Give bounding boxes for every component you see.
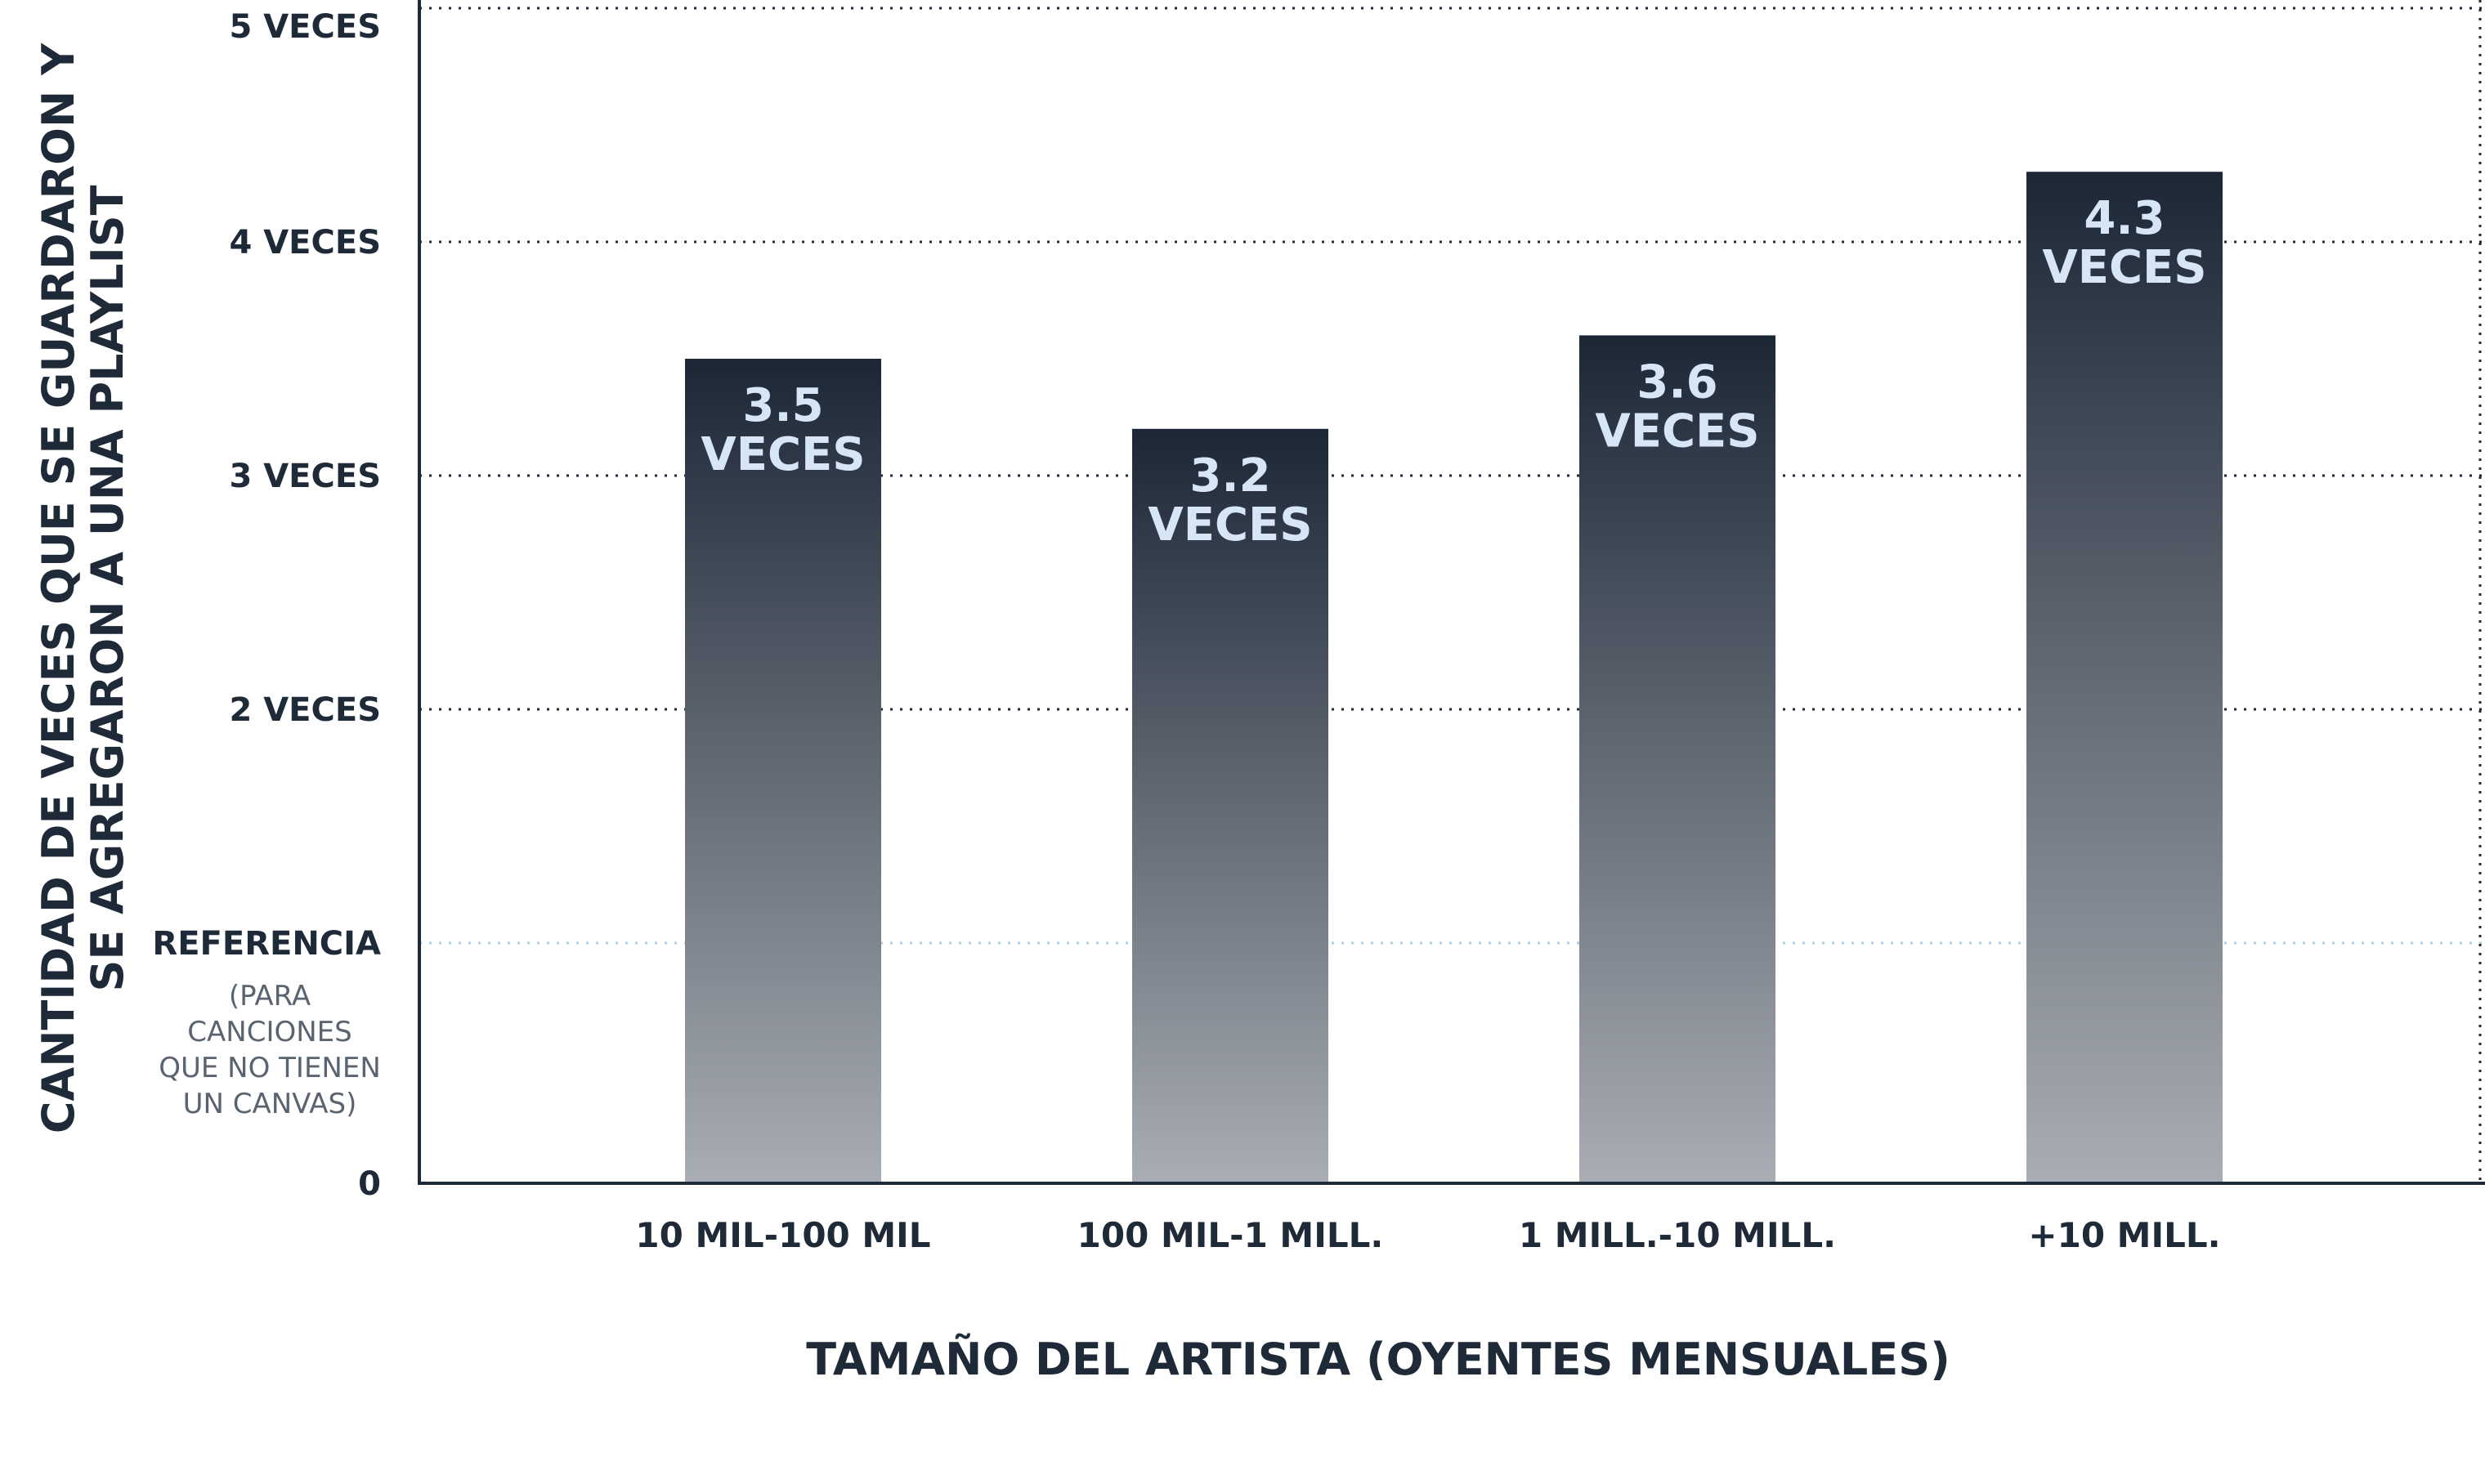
bar-value-label: 4.3: [2084, 192, 2165, 245]
y-axis-title-line-2: SE AGREGARON A UNA PLAYLIST: [82, 185, 133, 991]
bar-value-label: 3.5: [742, 379, 823, 432]
bar-value-label: VECES: [701, 428, 865, 481]
bar-value-label: VECES: [1595, 405, 1759, 458]
reference-note-line: QUE NO TIENEN: [159, 1052, 381, 1084]
y-axis-title: CANTIDAD DE VECES QUE SE GUARDARON Y SE …: [33, 42, 133, 1133]
x-category-label: 10 MIL-100 MIL: [635, 1215, 930, 1255]
y-axis-title-line-1: CANTIDAD DE VECES QUE SE GUARDARON Y: [33, 42, 84, 1133]
bars: [685, 172, 2223, 1184]
bar-value-label: VECES: [1148, 498, 1312, 552]
y-tick-label: 5 VECES: [229, 8, 381, 46]
bar-value-label: 3.2: [1189, 449, 1270, 503]
axes: [418, 0, 2485, 1185]
y-tick-label: 0: [358, 1165, 381, 1203]
x-category-label: 100 MIL-1 MILL.: [1077, 1215, 1384, 1255]
x-category-label: 1 MILL.-10 MILL.: [1519, 1215, 1836, 1255]
bar-1: [685, 359, 881, 1183]
reference-note-line: UN CANVAS): [183, 1088, 357, 1120]
reference-note-line: (PARA: [229, 980, 311, 1012]
y-tick-label: 4 VECES: [229, 224, 381, 261]
x-axis-title: TAMAÑO DEL ARTISTA (OYENTES MENSUALES): [806, 1334, 1950, 1385]
bar-4: [2026, 172, 2223, 1184]
bar-value-label: VECES: [2042, 241, 2206, 294]
bar-2: [1132, 428, 1328, 1183]
bar-3: [1579, 335, 1775, 1183]
reference-label: REFERENCIA: [152, 925, 381, 963]
y-tick-label: 3 VECES: [229, 458, 381, 495]
bar-value-label: 3.6: [1637, 355, 1717, 409]
x-category-label: +10 MILL.: [2028, 1215, 2220, 1255]
reference-note-line: CANCIONES: [187, 1016, 351, 1048]
y-tick-label: 2 VECES: [229, 691, 381, 729]
